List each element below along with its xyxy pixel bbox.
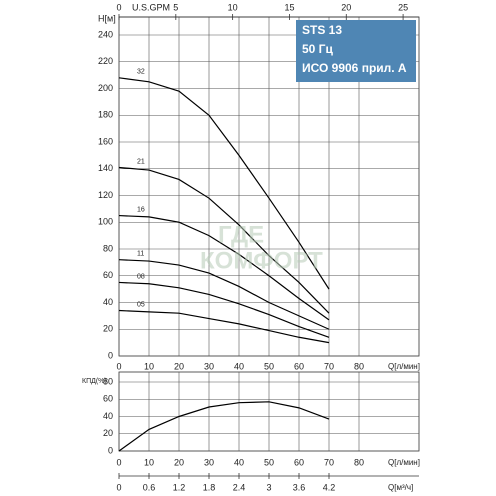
curve bbox=[118, 77, 330, 290]
x-tick-label: 80 bbox=[354, 457, 364, 467]
y-axis-label: H[м] bbox=[98, 13, 116, 23]
curve-label: 11 bbox=[137, 251, 144, 258]
curve bbox=[118, 401, 330, 452]
x-tick-label: 20 bbox=[174, 457, 184, 467]
curve-label: 16 bbox=[137, 206, 145, 213]
x2-tick-label: 0.6 bbox=[143, 482, 156, 492]
y-tick-label: 80 bbox=[103, 376, 113, 386]
x2-axis-label: U.S.GPM bbox=[132, 2, 170, 12]
x-tick-label: 70 bbox=[324, 457, 334, 467]
x2-axis-label: Q[м³/ч] bbox=[388, 483, 413, 492]
y-tick-label: 0 bbox=[108, 445, 113, 455]
title-line: STS 13 bbox=[302, 23, 342, 37]
title-box bbox=[296, 20, 416, 82]
y-tick-label: 220 bbox=[98, 56, 113, 66]
x-tick-label: 30 bbox=[204, 457, 214, 467]
curve bbox=[118, 309, 330, 344]
x2-tick-label: 10 bbox=[228, 2, 238, 12]
y-tick-label: 60 bbox=[103, 270, 113, 280]
x-axis-label: Q[л/мин] bbox=[388, 458, 420, 467]
y-tick-label: 160 bbox=[98, 136, 113, 146]
title-line: 50 Гц bbox=[302, 42, 333, 56]
x-tick-label: 20 bbox=[174, 361, 184, 371]
x-tick-label: 50 bbox=[264, 457, 274, 467]
x-tick-label: 10 bbox=[144, 457, 154, 467]
curve-label: 05 bbox=[137, 301, 145, 308]
curve bbox=[118, 281, 330, 338]
watermark: ГДЕ bbox=[218, 221, 264, 248]
x2-tick-label: 3.6 bbox=[293, 482, 306, 492]
y-tick-label: 240 bbox=[98, 29, 113, 39]
y-tick-label: 40 bbox=[103, 297, 113, 307]
x2-tick-label: 2.4 bbox=[233, 482, 246, 492]
y-tick-label: 140 bbox=[98, 163, 113, 173]
y-axis-label: КПД(%) bbox=[82, 378, 107, 385]
x-tick-label: 60 bbox=[294, 457, 304, 467]
curve-label: 21 bbox=[137, 158, 145, 165]
x-tick-label: 70 bbox=[324, 361, 334, 371]
curve bbox=[118, 214, 330, 321]
x-tick-label: 50 bbox=[264, 361, 274, 371]
y-tick-label: 100 bbox=[98, 217, 113, 227]
y-tick-label: 120 bbox=[98, 190, 113, 200]
y-tick-label: 200 bbox=[98, 83, 113, 93]
x-tick-label: 10 bbox=[144, 361, 154, 371]
x-tick-label: 40 bbox=[234, 457, 244, 467]
x2-tick-label: 1.8 bbox=[203, 482, 216, 492]
x2-tick-label: 3 bbox=[266, 482, 271, 492]
x2-tick-label: 0 bbox=[116, 2, 121, 12]
x-tick-label: 80 bbox=[354, 361, 364, 371]
y-tick-label: 180 bbox=[98, 110, 113, 120]
x2-tick-label: 25 bbox=[398, 2, 408, 12]
y-tick-label: 80 bbox=[103, 243, 113, 253]
x2-tick-label: 4.2 bbox=[323, 482, 336, 492]
curve bbox=[118, 166, 330, 314]
title-line: ИСО 9906 прил. А bbox=[302, 61, 407, 75]
x2-tick-label: 5 bbox=[173, 2, 178, 12]
x2-tick-label: 15 bbox=[284, 2, 294, 12]
y-tick-label: 20 bbox=[103, 324, 113, 334]
curve-label: 08 bbox=[137, 273, 145, 280]
x-tick-label: 0 bbox=[116, 457, 121, 467]
x-axis-label: Q[л/мин] bbox=[388, 362, 420, 371]
x2-tick-label: 0 bbox=[116, 482, 121, 492]
curve bbox=[118, 259, 330, 330]
x2-tick-label: 20 bbox=[341, 2, 351, 12]
y-tick-label: 60 bbox=[103, 394, 113, 404]
watermark: КОМФОРТ bbox=[200, 247, 323, 274]
x-tick-label: 30 bbox=[204, 361, 214, 371]
y-tick-label: 20 bbox=[103, 428, 113, 438]
curve-label: 32 bbox=[137, 69, 145, 76]
y-tick-label: 0 bbox=[108, 350, 113, 360]
x-tick-label: 0 bbox=[116, 361, 121, 371]
x-tick-label: 40 bbox=[234, 361, 244, 371]
x-tick-label: 60 bbox=[294, 361, 304, 371]
y-tick-label: 40 bbox=[103, 411, 113, 421]
x2-tick-label: 1.2 bbox=[173, 482, 186, 492]
